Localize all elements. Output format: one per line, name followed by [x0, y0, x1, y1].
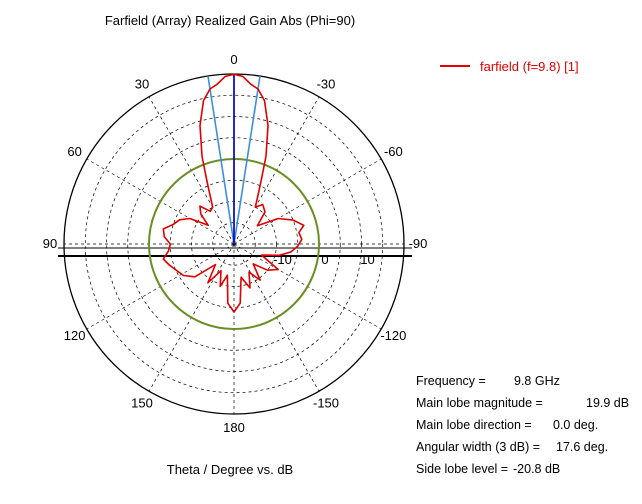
polar-data [148, 73, 320, 330]
legend-label: farfield (f=9.8) [1] [480, 58, 579, 74]
beamwidth-line [207, 75, 235, 245]
radial-tick-label: 0 [321, 252, 328, 267]
annotation-label: Angular width (3 dB) = [416, 440, 541, 454]
series-line [162, 73, 305, 313]
annotation-label: Frequency = [416, 374, 486, 388]
annotation-value: -20.8 dB [513, 462, 561, 476]
annotation-value: 9.8 GHz [514, 374, 560, 388]
annotation-label: Main lobe direction = [416, 418, 532, 432]
grid-circle [212, 222, 256, 266]
annotation-label: Side lobe level = [416, 462, 509, 476]
angle-tick-label: -60 [384, 144, 403, 159]
angle-tick-label: -30 [317, 77, 336, 92]
annotation-value: 17.6 deg. [556, 440, 609, 454]
angle-tick-label: -90 [409, 236, 428, 251]
annotation-value: 19.9 dB [586, 396, 630, 410]
annotation-value: 0.0 deg. [553, 418, 599, 432]
legend: farfield (f=9.8) [1] [440, 57, 579, 75]
angle-tick-label: -150 [313, 395, 339, 410]
angle-tick-label: 60 [67, 144, 81, 159]
legend-swatch [440, 65, 470, 67]
angle-tick-label: 90 [43, 236, 57, 251]
angle-tick-label: 30 [135, 77, 149, 92]
chart-title: Farfield (Array) Realized Gain Abs (Phi=… [104, 13, 356, 28]
angle-tick-label: 150 [131, 395, 153, 410]
annotation-label: Main lobe magnitude = [416, 396, 543, 410]
polar-grid [58, 73, 412, 415]
angle-tick-label: -120 [380, 328, 406, 343]
angle-tick-label: 120 [64, 328, 86, 343]
radial-tick-label: 10 [360, 252, 374, 267]
x-axis-label: Theta / Degree vs. dB [166, 462, 294, 477]
angle-tick-label: 180 [223, 420, 245, 435]
angle-tick-label: 0 [230, 52, 237, 67]
beamwidth-line [233, 75, 261, 245]
grid-circle [84, 94, 384, 394]
